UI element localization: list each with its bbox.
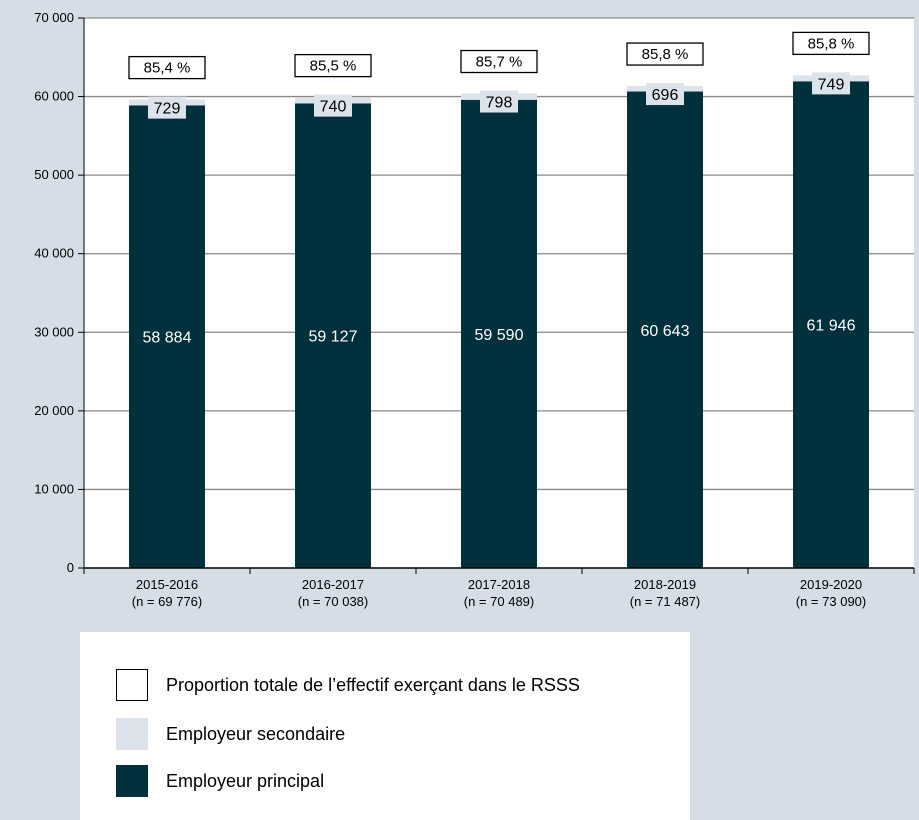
bar-label-secondary-bg bbox=[480, 90, 518, 113]
y-axis: 0 10 000 20 000 30 000 40 000 50 000 60 000 70 … bbox=[34, 10, 85, 575]
x-category-sublabel: (n = 71 487) bbox=[630, 594, 700, 609]
bar-label-secondary: 749 bbox=[818, 76, 845, 93]
bar-label-secondary-bg bbox=[314, 94, 352, 117]
proportion-label: 85,5 % bbox=[310, 58, 357, 75]
bar-principal bbox=[793, 81, 869, 568]
y-tick-label: 0 bbox=[67, 560, 74, 575]
x-category-label: 2016-2017 bbox=[302, 577, 364, 592]
bar-principal bbox=[627, 91, 703, 568]
bar-label-principal: 59 127 bbox=[309, 329, 358, 346]
x-category-sublabel: (n = 69 776) bbox=[132, 594, 202, 609]
bar-label-principal: 59 590 bbox=[475, 327, 524, 344]
bar-label-principal: 60 643 bbox=[641, 323, 690, 340]
proportion-label: 85,8 % bbox=[642, 46, 689, 63]
bar-label-secondary: 798 bbox=[486, 95, 513, 112]
proportion-box bbox=[792, 31, 870, 56]
x-category-label: 2018-2019 bbox=[634, 577, 696, 592]
proportion-box bbox=[128, 55, 206, 80]
bar-label-principal: 61 946 bbox=[807, 318, 856, 335]
legend-swatch-secondary bbox=[116, 718, 148, 750]
y-tick-label: 30 000 bbox=[34, 324, 74, 339]
y-tick-label: 10 000 bbox=[34, 481, 74, 496]
proportion-label: 85,4 % bbox=[144, 60, 191, 77]
proportion-label: 85,8 % bbox=[808, 35, 855, 52]
bar-label-secondary: 740 bbox=[320, 99, 347, 116]
x-category-label: 2019-2020 bbox=[800, 577, 862, 592]
bar-principal bbox=[295, 103, 371, 568]
proportion-box bbox=[460, 49, 538, 74]
bar-principal bbox=[461, 99, 537, 569]
stacked-bar-chart: 0 10 000 20 000 30 000 40 000 50 000 60 000 70 … bbox=[34, 10, 915, 609]
legend-item-secondary: Employeur secondaire bbox=[116, 718, 345, 750]
bar-label-principal: 58 884 bbox=[143, 330, 192, 347]
legend: Proportion totale de l’effectif exerçant… bbox=[80, 632, 690, 820]
y-tick-label: 20 000 bbox=[34, 403, 74, 418]
bar-principal bbox=[129, 105, 205, 568]
y-tick-label: 50 000 bbox=[34, 167, 74, 182]
bars: 58 884 729 85,4 % 59 127 740 85,5 % 59 590 798 8… bbox=[128, 31, 870, 569]
bar-label-secondary: 696 bbox=[652, 87, 679, 104]
x-category-label: 2017-2018 bbox=[468, 577, 530, 592]
x-category-label: 2015-2016 bbox=[136, 577, 198, 592]
y-tick-label: 70 000 bbox=[34, 10, 74, 25]
legend-label-secondary: Employeur secondaire bbox=[166, 723, 346, 744]
proportion-box bbox=[294, 53, 372, 78]
x-category-sublabel: (n = 70 038) bbox=[298, 594, 368, 609]
proportion-box bbox=[626, 42, 704, 66]
x-category-sublabel: (n = 70 489) bbox=[464, 594, 534, 609]
y-tick-label: 40 000 bbox=[34, 246, 74, 261]
legend-item-proportion: Proportion totale de l’effectif exerçant… bbox=[116, 669, 580, 701]
y-tick-label: 60 000 bbox=[34, 89, 74, 104]
legend-label-proportion: Proportion totale de l’effectif exerçant… bbox=[166, 674, 580, 695]
legend-swatch-principal bbox=[116, 765, 148, 797]
legend-label-principal: Employeur principal bbox=[166, 770, 325, 791]
x-axis: 2015-2016 (n = 69 776) 2016-2017 (n = 70 03… bbox=[83, 567, 915, 609]
x-category-sublabel: (n = 73 090) bbox=[796, 594, 866, 609]
proportion-label: 85,7 % bbox=[476, 54, 523, 71]
bar-label-secondary-bg bbox=[148, 96, 186, 119]
legend-swatch-proportion bbox=[116, 669, 148, 701]
legend-item-principal: Employeur principal bbox=[116, 765, 324, 797]
bar-label-secondary-bg bbox=[646, 83, 684, 106]
bar-label-secondary: 729 bbox=[154, 101, 181, 118]
bar-label-secondary-bg bbox=[812, 72, 850, 95]
